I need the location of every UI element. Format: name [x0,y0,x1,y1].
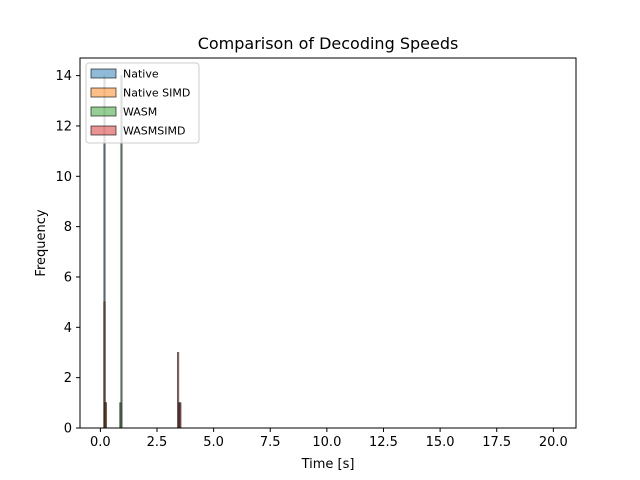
y-tick-label: 0 [64,422,72,437]
x-tick-label: 2.5 [147,435,168,450]
x-tick-label: 15.0 [426,435,455,450]
x-axis-label: Time [s] [301,457,355,472]
x-tick-label: 0.0 [90,435,111,450]
x-tick-label: 10.0 [312,435,341,450]
y-axis-ticks: 0 2 4 6 8 10 12 14 [55,69,80,437]
legend-label: WASMSIMD [123,125,185,138]
legend-swatch-wasmsimd [90,125,117,136]
x-tick-label: 7.5 [260,435,281,450]
legend-label: Native SIMD [123,87,190,100]
y-tick-label: 12 [55,119,72,134]
x-tick-label: 5.0 [203,435,224,450]
x-tick-label: 12.5 [369,435,398,450]
y-tick-label: 6 [64,270,72,285]
bar-wasmsimd-2 [179,402,182,429]
bar-native-simd-1 [104,402,107,429]
y-axis-label: Frequency [34,209,49,276]
legend-swatch-wasm [90,106,117,117]
y-tick-label: 14 [55,69,72,84]
y-tick-label: 2 [64,371,72,386]
plot-frame [79,57,577,429]
y-tick-label: 8 [64,220,72,235]
legend-box [85,62,200,144]
y-tick-label: 4 [64,321,72,336]
y-tick-label: 10 [55,170,72,185]
x-axis-ticks: 0.0 2.5 5.0 7.5 10.0 12.5 15.0 17.5 20.0 [90,428,568,450]
legend: Native Native SIMD WASM WASMSIMD [85,62,200,144]
legend-swatch-native-simd [90,87,117,98]
legend-label: Native [123,68,159,81]
legend-swatch-native [90,68,117,79]
x-tick-label: 20.0 [539,435,568,450]
bar-wasm-1 [119,402,122,429]
chart-title: Comparison of Decoding Speeds [198,34,459,53]
x-tick-label: 17.5 [482,435,511,450]
legend-label: WASM [123,106,157,119]
